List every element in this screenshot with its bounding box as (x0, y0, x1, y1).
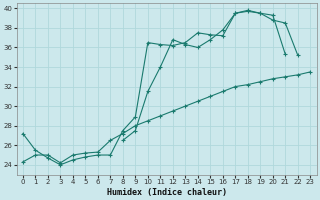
X-axis label: Humidex (Indice chaleur): Humidex (Indice chaleur) (107, 188, 227, 197)
